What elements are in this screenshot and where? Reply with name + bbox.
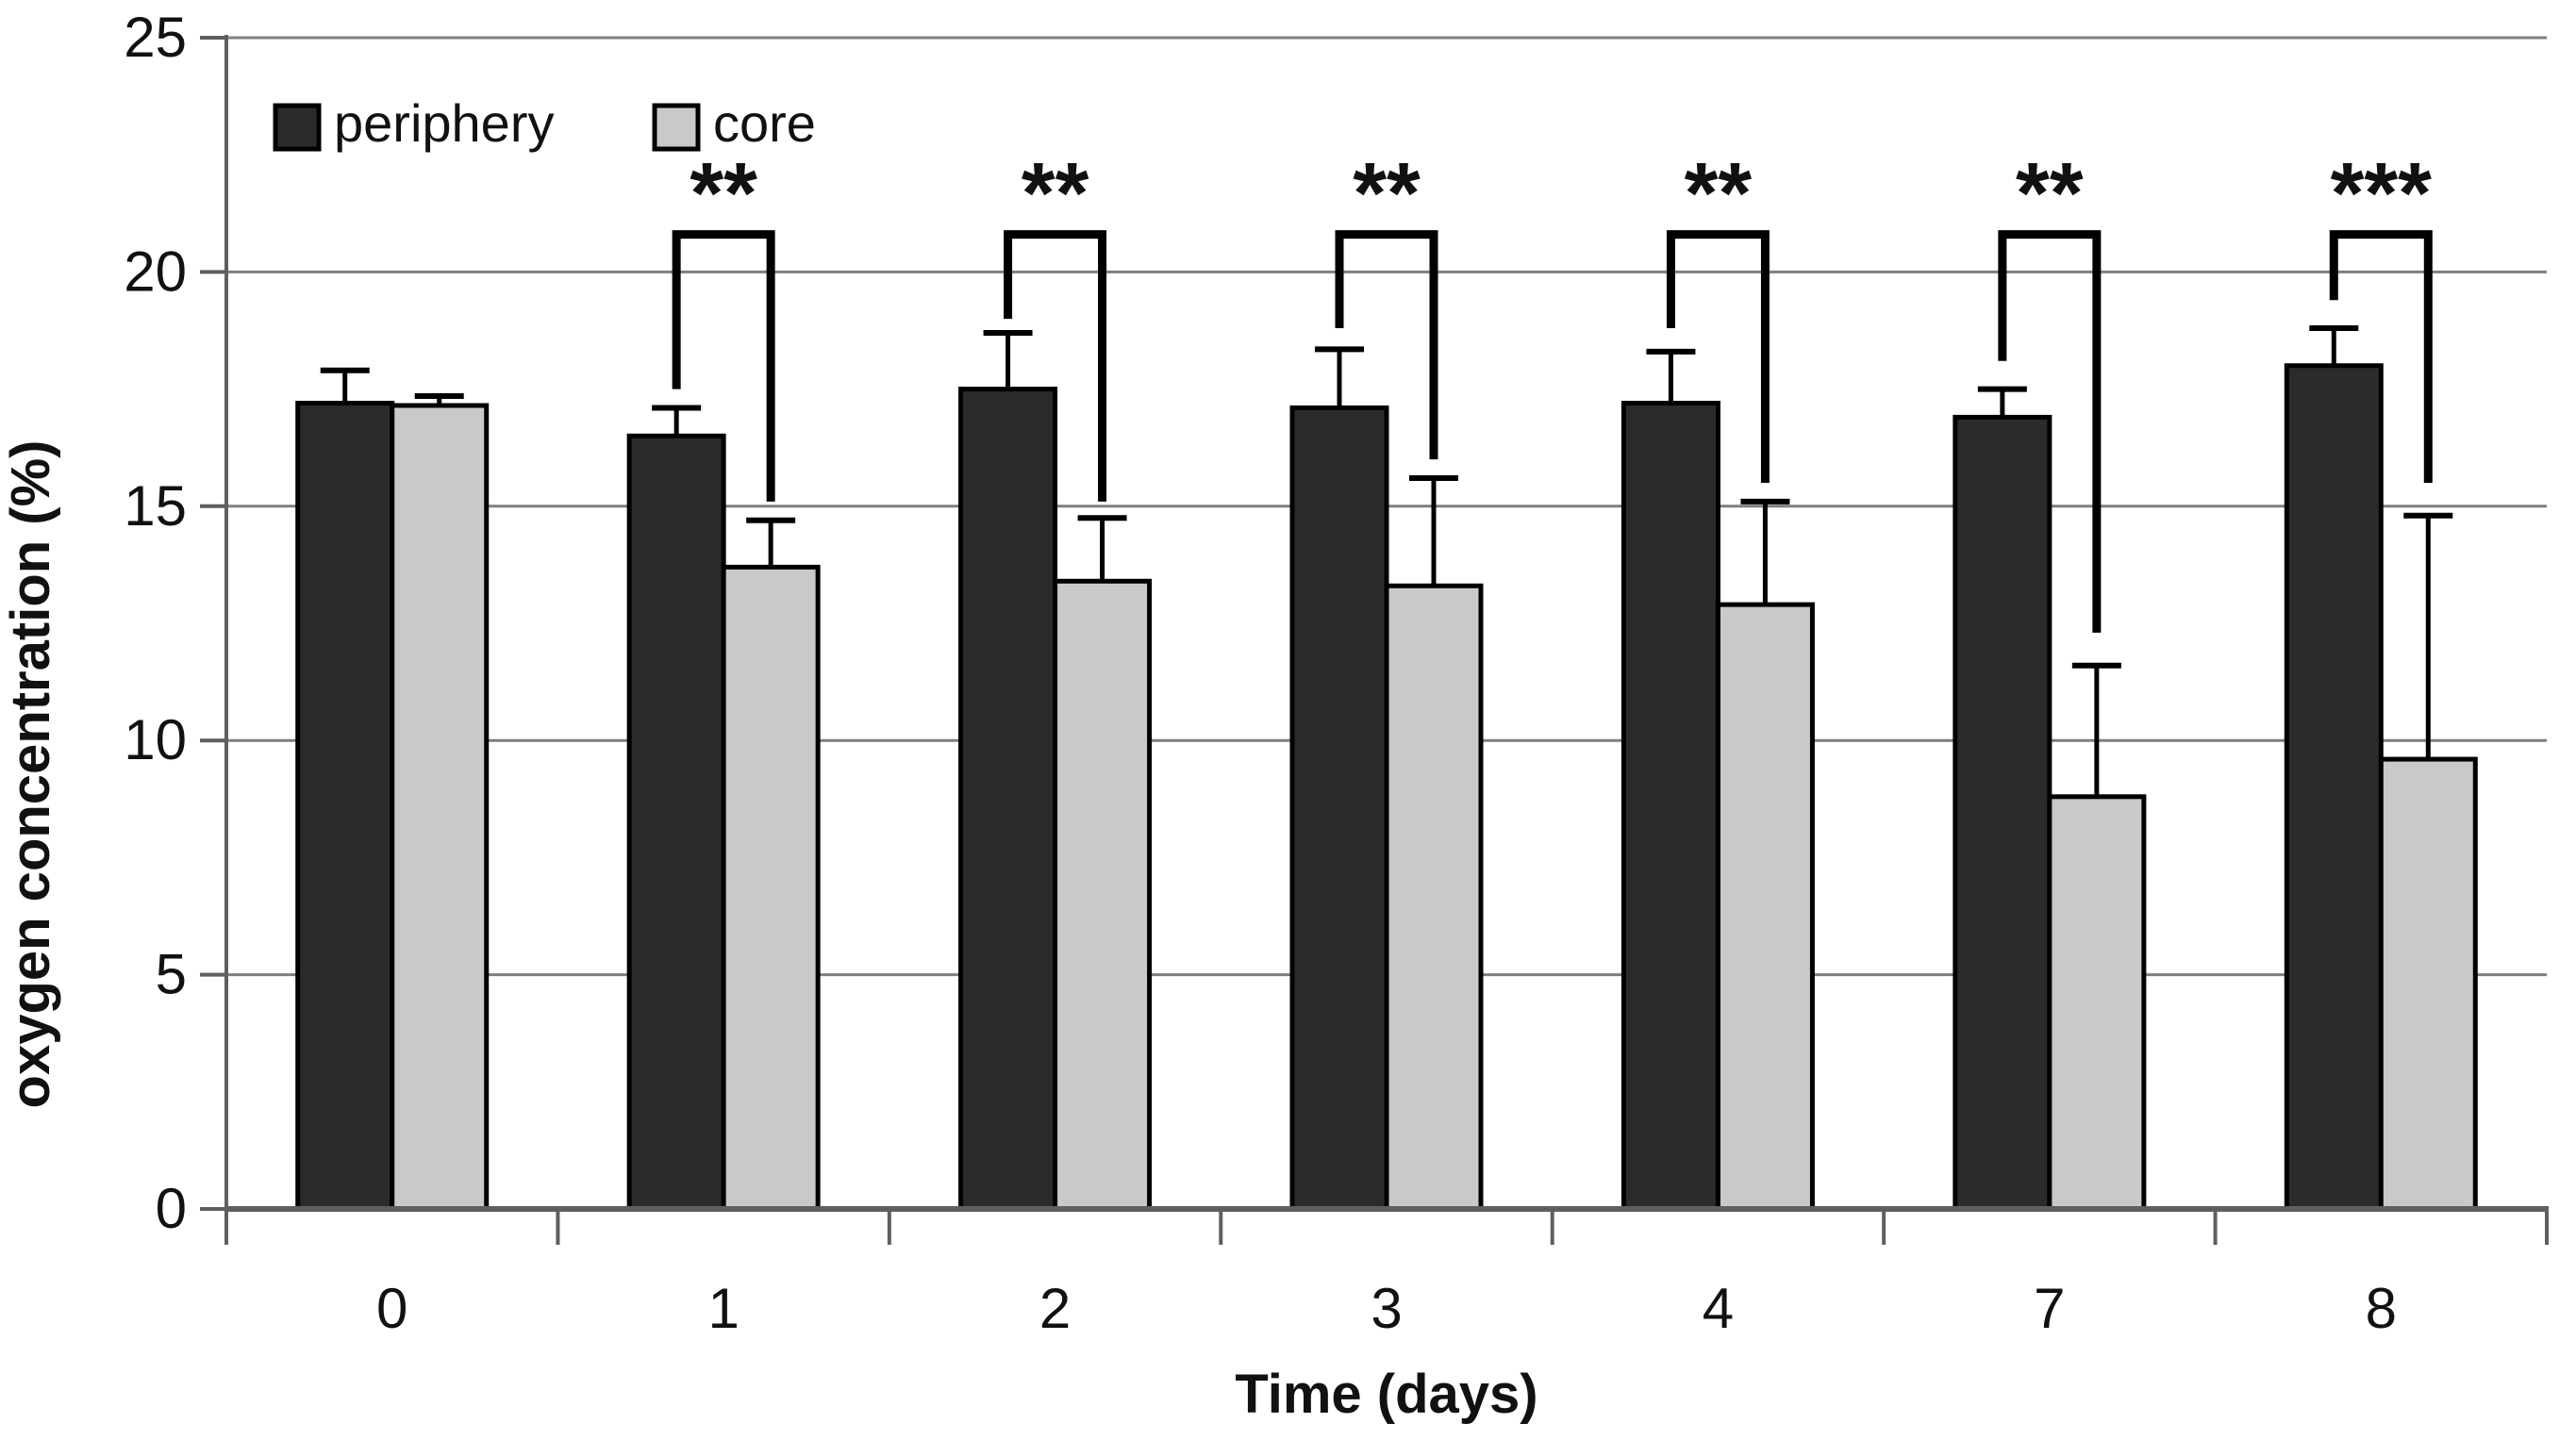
bar-core-day-4: [1715, 602, 1815, 1212]
y-tick-label-0: 0: [156, 1177, 187, 1240]
legend-label-periphery: periphery: [334, 93, 554, 153]
y-tick-label-15: 15: [124, 474, 187, 538]
bar-core-day-0: [390, 403, 490, 1212]
bar-core-day-3: [1384, 583, 1484, 1212]
significance-label-day-2: **: [1022, 146, 1089, 242]
significance-label-day-3: **: [1353, 146, 1421, 242]
significance-label-day-4: **: [1685, 146, 1753, 242]
legend-label-core: core: [713, 93, 816, 153]
y-tick-label-20: 20: [124, 240, 187, 303]
legend-swatch-periphery: [273, 103, 322, 152]
y-tick-label-25: 25: [124, 6, 187, 69]
bar-periphery-day-2: [958, 387, 1058, 1212]
bar-core-day-2: [1053, 578, 1153, 1212]
bar-periphery-day-4: [1620, 401, 1720, 1212]
significance-bracket-day-1: [672, 230, 775, 502]
significance-label-day-8: ***: [2331, 146, 2433, 242]
bar-periphery-day-3: [1289, 405, 1389, 1212]
significance-bracket-day-8: [2329, 230, 2433, 483]
y-tick-label-10: 10: [124, 708, 187, 771]
bar-core-day-7: [2047, 794, 2147, 1212]
axis-text-layer: 0 5 10 15 20 25 0 1 2 3 4 7 8 Time (days) oxygen conce…: [0, 6, 2397, 1425]
legend: periphery core: [273, 93, 816, 153]
x-tick-label-0: 0: [376, 1277, 407, 1340]
y-axis-title: oxygen concentration (%): [0, 440, 61, 1109]
x-tick-label-8: 8: [2366, 1277, 2397, 1340]
bar-periphery-day-7: [1953, 414, 2052, 1212]
legend-swatch-core: [652, 103, 701, 152]
axes-layer: [200, 35, 2549, 1245]
bar-periphery-day-0: [295, 401, 395, 1212]
significance-label-day-1: **: [690, 146, 757, 242]
x-axis-title: Time (days): [1235, 1364, 1537, 1425]
significance-bracket-day-2: [1004, 230, 1107, 502]
significance-bracket-day-4: [1666, 230, 1770, 483]
y-tick-label-5: 5: [156, 943, 187, 1006]
bars-layer: [295, 363, 2478, 1212]
significance-bracket-day-7: [1998, 230, 2102, 633]
error-bars-layer: [320, 325, 2453, 797]
significance-label-day-7: **: [2016, 146, 2084, 242]
x-tick-label-1: 1: [707, 1277, 739, 1340]
bar-periphery-day-1: [626, 433, 726, 1212]
x-tick-label-3: 3: [1371, 1277, 1402, 1340]
bar-core-day-1: [721, 564, 821, 1212]
x-tick-label-7: 7: [2034, 1277, 2065, 1340]
significance-layer: ** ** ** ** ** ***: [672, 146, 2433, 633]
significance-bracket-day-3: [1335, 230, 1438, 460]
bar-periphery-day-8: [2284, 363, 2384, 1212]
x-tick-label-4: 4: [1703, 1277, 1734, 1340]
x-tick-label-2: 2: [1039, 1277, 1071, 1340]
bar-core-day-8: [2378, 756, 2478, 1212]
